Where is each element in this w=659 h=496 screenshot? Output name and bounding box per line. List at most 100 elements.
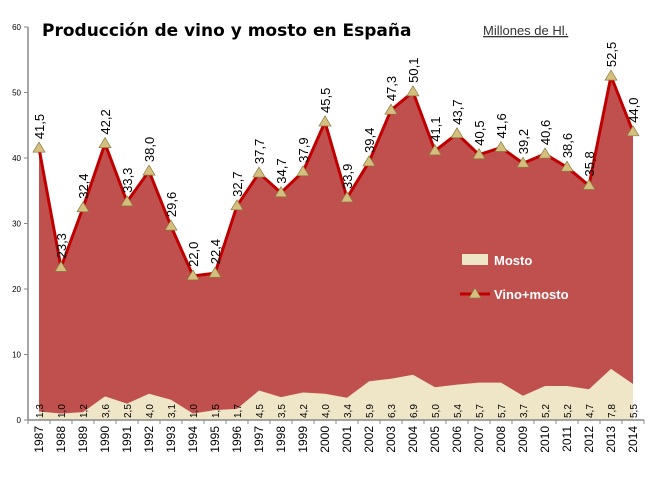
marker-vino-mosto	[472, 148, 486, 160]
data-label-vino-mosto: 22,0	[186, 242, 201, 267]
x-tick-label: 2005	[428, 426, 442, 453]
data-label-vino-mosto: 41,6	[494, 113, 509, 138]
x-tick-label: 1991	[120, 426, 134, 453]
legend: Mosto Vino+mosto	[460, 253, 569, 302]
marker-vino-mosto	[604, 69, 618, 81]
units-label: Millones de Hl.	[483, 23, 568, 38]
data-label-mosto: 5,0	[431, 404, 442, 418]
data-label-mosto: 1,0	[57, 404, 68, 418]
y-tick-label: 10	[12, 351, 21, 360]
x-tick-label: 2009	[516, 426, 530, 453]
marker-vino-mosto	[32, 141, 46, 153]
data-label-mosto: 4,7	[585, 404, 596, 418]
x-tick-label: 1992	[142, 426, 156, 453]
line-vino-mosto	[37, 74, 635, 278]
data-label-vino-mosto: 41,1	[428, 116, 443, 141]
x-tick-label: 2013	[604, 426, 618, 453]
x-tick-label: 1996	[230, 426, 244, 453]
data-label-mosto: 5,5	[629, 404, 640, 418]
data-label-mosto: 4,0	[321, 404, 332, 418]
data-label-mosto: 2,5	[123, 404, 134, 418]
data-label-vino-mosto: 43,7	[450, 99, 465, 124]
data-label-mosto: 3,1	[167, 404, 178, 418]
marker-vino-mosto	[142, 164, 156, 176]
data-label-mosto: 3,5	[277, 404, 288, 418]
marker-vino-mosto	[362, 155, 376, 167]
x-tick-label: 2011	[560, 426, 574, 452]
legend-marker-vino	[468, 287, 482, 299]
x-tick-label: 2000	[318, 426, 332, 453]
data-label-vino-mosto: 39,4	[362, 128, 377, 153]
x-tick-label: 2001	[340, 426, 354, 453]
data-label-vino-mosto: 52,5	[604, 42, 619, 67]
data-label-mosto: 1,0	[189, 404, 200, 418]
data-label-vino-mosto: 33,9	[340, 164, 355, 189]
x-tick-label: 1999	[296, 426, 310, 453]
x-tick-label: 2002	[362, 426, 376, 453]
marker-vino-mosto	[406, 85, 420, 97]
data-label-mosto: 4,0	[145, 404, 156, 418]
y-tick-label: 40	[12, 154, 21, 163]
legend-swatch-mosto	[462, 254, 488, 265]
data-label-vino-mosto: 40,5	[472, 120, 487, 145]
marker-vino-mosto	[120, 195, 134, 207]
x-tick-label: 1997	[252, 426, 266, 453]
data-label-vino-mosto: 44,0	[626, 97, 641, 122]
marker-vino-mosto	[164, 219, 178, 231]
chart-title: Producción de vino y mosto en España	[42, 21, 411, 41]
data-label-vino-mosto: 42,2	[98, 109, 113, 134]
data-label-vino-mosto: 45,5	[318, 88, 333, 113]
x-tick-label: 2007	[472, 426, 486, 453]
data-label-mosto: 1,3	[35, 404, 46, 418]
marker-vino-mosto	[230, 199, 244, 211]
data-label-vino-mosto: 32,7	[230, 172, 245, 197]
x-tick-label: 2010	[538, 426, 552, 453]
marker-vino-mosto	[54, 260, 68, 272]
y-tick-label: 50	[12, 89, 21, 98]
marker-vino-mosto	[186, 269, 200, 281]
data-label-vino-mosto: 35,8	[582, 151, 597, 176]
area-vino-mosto	[39, 76, 633, 420]
marker-vino-mosto	[538, 147, 552, 159]
data-label-vino-mosto: 34,7	[274, 158, 289, 183]
marker-vino-mosto	[450, 127, 464, 139]
data-label-mosto: 3,6	[101, 404, 112, 418]
x-tick-label: 1987	[32, 426, 46, 453]
legend-label-vino: Vino+mosto	[494, 287, 569, 302]
marker-vino-mosto	[626, 125, 640, 137]
data-label-mosto: 5,4	[453, 404, 464, 418]
data-label-vino-mosto: 37,9	[296, 137, 311, 162]
marker-vino-mosto	[318, 115, 332, 127]
y-tick-label: 20	[12, 285, 21, 294]
marker-vino-mosto	[296, 165, 310, 177]
data-label-mosto: 5,7	[475, 404, 486, 418]
data-label-vino-mosto: 23,3	[54, 233, 69, 258]
x-tick-label: 1995	[208, 426, 222, 453]
data-label-mosto: 1,7	[233, 404, 244, 418]
data-label-mosto: 5,9	[365, 404, 376, 418]
data-label-vino-mosto: 38,6	[560, 133, 575, 158]
x-tick-label: 1993	[164, 426, 178, 453]
x-tick-label: 1989	[76, 426, 90, 453]
data-label-vino-mosto: 33,3	[120, 168, 135, 193]
legend-label-mosto: Mosto	[494, 253, 532, 268]
data-label-mosto: 1,5	[211, 404, 222, 418]
x-tick-label: 2008	[494, 426, 508, 453]
data-label-mosto: 6,3	[387, 404, 398, 418]
marker-vino-mosto	[208, 266, 222, 278]
x-tick-label: 1990	[98, 426, 112, 453]
marker-vino-mosto	[384, 103, 398, 115]
y-tick-label: 60	[12, 23, 21, 32]
y-tick-label: 0	[17, 416, 22, 425]
x-tick-label: 1988	[54, 426, 68, 453]
x-tick-label: 1998	[274, 426, 288, 453]
marker-vino-mosto	[76, 201, 90, 213]
data-label-vino-mosto: 50,1	[406, 58, 421, 83]
data-label-vino-mosto: 40,6	[538, 120, 553, 145]
marker-vino-mosto	[560, 160, 574, 172]
y-tick-label: 30	[12, 220, 21, 229]
data-label-vino-mosto: 41,5	[32, 114, 47, 139]
data-label-mosto: 6,9	[409, 404, 420, 418]
data-label-vino-mosto: 38,0	[142, 137, 157, 162]
